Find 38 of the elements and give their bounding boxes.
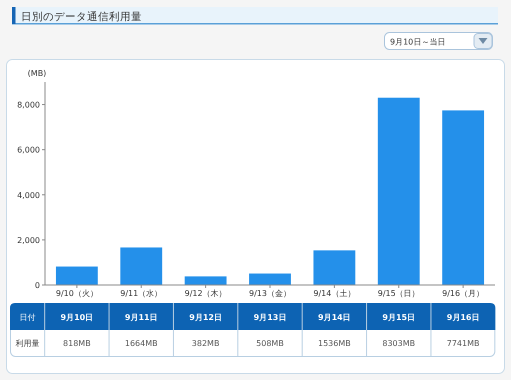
x-tick-label: 9/15（日） xyxy=(378,289,420,298)
dropdown-field: 9月10日～当日 xyxy=(384,32,493,50)
x-tick-label: 9/14（土） xyxy=(313,289,356,298)
data-label: 8303MB xyxy=(382,339,416,348)
text: 利用量 xyxy=(15,339,40,348)
bar xyxy=(184,276,227,285)
x-tick-label: 9/10（火） xyxy=(56,289,98,298)
data-label: 7741MB xyxy=(446,339,480,348)
bar xyxy=(120,247,162,285)
bar xyxy=(378,98,420,285)
y-tick-label: 0 xyxy=(34,281,40,290)
bar xyxy=(56,266,98,285)
text: 9月15日 xyxy=(382,313,416,322)
text: 9月14日 xyxy=(318,313,351,322)
y-tick-label: 6,000 xyxy=(17,146,40,155)
x-tick-label: 9/13（金） xyxy=(249,289,291,298)
y-tick-label: 8,000 xyxy=(17,100,40,110)
bar xyxy=(249,274,291,285)
x-tick-label: 9/12（木） xyxy=(184,289,227,298)
y-axis-title: (MB) xyxy=(28,69,46,78)
text: 9月16日 xyxy=(446,313,480,322)
text: 日付 xyxy=(19,313,36,322)
bar xyxy=(313,250,356,285)
text: 9月13日 xyxy=(254,313,286,322)
data-label: 1664MB xyxy=(124,339,158,348)
y-tick-label: 2,000 xyxy=(17,236,40,245)
x-tick-label: 9/11（水） xyxy=(120,289,162,298)
text: 9月11日 xyxy=(124,313,158,322)
bar xyxy=(442,110,484,285)
y-tick-label: 4,000 xyxy=(17,190,40,200)
data-label: 382MB xyxy=(192,339,220,348)
text: 9月12日 xyxy=(189,313,222,322)
data-label: 818MB xyxy=(63,339,91,348)
data-label: 508MB xyxy=(256,339,284,348)
text: 9月10日 xyxy=(60,313,94,322)
chart-title: 日別のデータ通信利用量 xyxy=(21,10,142,23)
x-tick-label: 9/16（月） xyxy=(442,289,484,298)
data-label: 1536MB xyxy=(318,339,351,348)
